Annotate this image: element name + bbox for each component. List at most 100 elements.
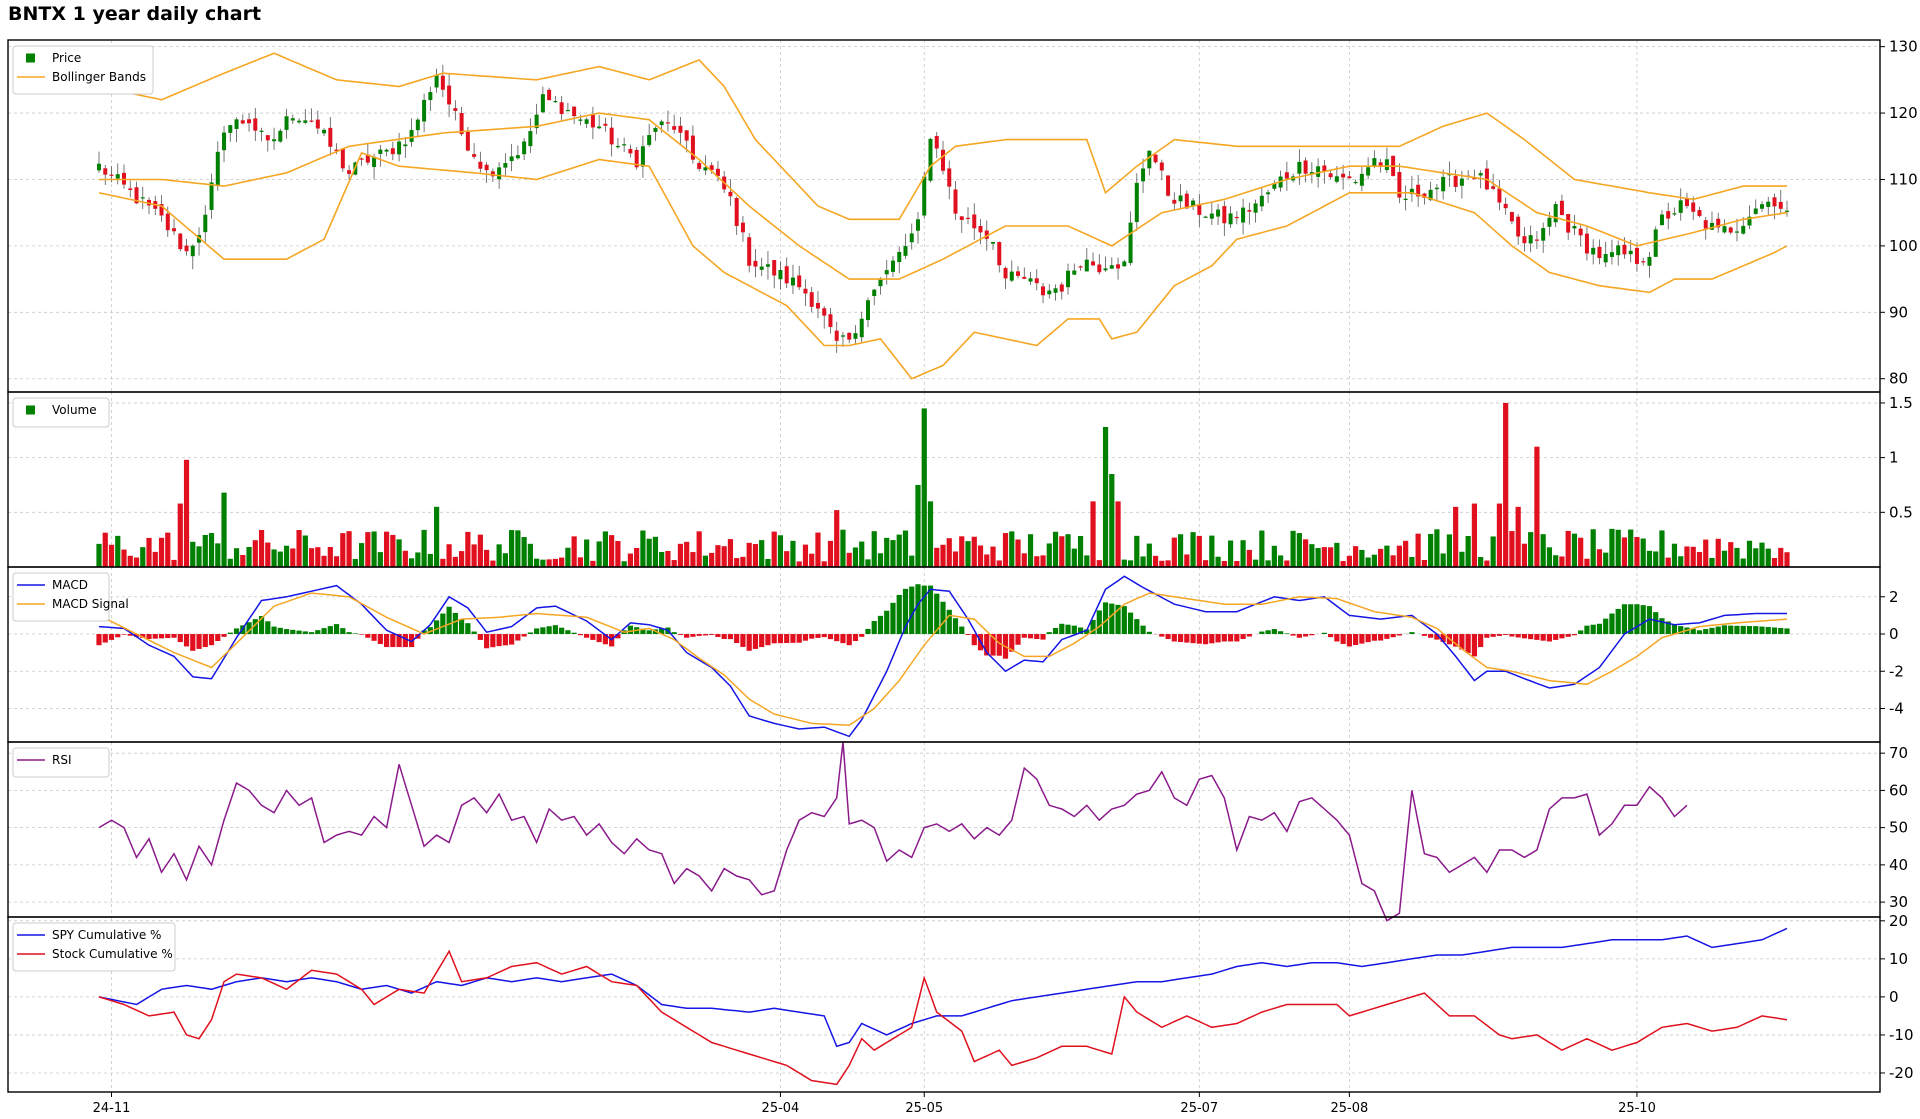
macd-hist-bar [140,634,146,638]
candle-body [472,154,477,157]
volume-bar [865,559,871,567]
candle-body [1672,213,1677,215]
volume-bar [896,534,902,567]
macd-hist-bar [190,634,196,651]
macd-hist-bar [1409,632,1415,635]
candle-body [1416,184,1421,197]
candle-body [728,191,733,197]
bollinger-upper-line [98,52,1787,221]
macd-hist-bar [1334,634,1340,642]
volume-bar [1303,539,1309,567]
candle-body [1509,212,1514,222]
bollinger-legend-label: Bollinger Bands [52,70,146,84]
volume-bar [1040,555,1046,567]
candle-body [1778,201,1783,209]
candle-body [347,170,352,174]
candle-body [178,233,183,250]
volume-bar [740,556,746,567]
volume-bar [759,540,765,567]
candle-body [672,126,677,130]
candle-body [1547,217,1552,227]
volume-bar [1503,402,1509,567]
candle-body [228,125,233,133]
volume-bar [515,530,521,567]
volume-bar [1127,560,1134,567]
candle-body [1303,160,1308,174]
macd-hist-bar [1471,634,1478,657]
price-legend-box [12,45,154,95]
candle-body [578,119,583,121]
candle-body [259,130,264,132]
macd-hist-bar [1102,602,1109,635]
candle-body [1166,175,1171,196]
macd-hist-bar [158,634,165,639]
macd-hist-bar [852,634,859,642]
macd-hist-bar [1740,625,1746,635]
candle-body [522,141,527,155]
macd-hist-bar [1590,624,1596,635]
volume-bar [127,555,133,567]
volume-bar [1396,545,1402,567]
volume-bar [952,551,959,567]
volume-bar [671,560,677,567]
macd-hist-bar [1771,627,1778,635]
candle-body [822,308,827,316]
macd-hist-bar [1540,634,1546,641]
macd-hist-bar [1353,634,1359,646]
volume-bar [1009,531,1015,567]
macd-hist-bar [1696,630,1703,635]
macd-hist-bar [1077,627,1084,635]
candle-body [309,120,314,122]
candle-body [1134,182,1139,222]
volume-bar [702,555,709,567]
macd-hist-bar [690,634,696,637]
volume-bar [1046,543,1052,567]
volume-bar [1002,533,1009,567]
volume-bar [1359,549,1365,567]
volume-bar [1690,546,1696,567]
candle-body [734,198,739,226]
volume-bar [871,531,877,567]
volume-bar [1096,560,1102,567]
candle-body [1309,172,1314,175]
volume-bar [734,558,740,567]
macd-hist-bar [321,628,327,635]
volume-bar [1671,543,1678,567]
volume-bar [884,537,890,567]
candle-body [278,130,283,142]
candle-body [459,113,464,135]
volume-bar [290,548,296,567]
volume-bar [1140,556,1146,567]
volume-bar [408,558,415,567]
candle-body [1141,168,1146,182]
candle-body [1059,284,1064,292]
candle-body [1234,216,1239,219]
candle-body [559,102,564,115]
candle-body [1316,166,1321,177]
volume-bar [233,548,240,567]
macd-hist-bar [1227,634,1234,642]
macd-hist-bar [1202,634,1209,645]
candle-body [634,149,639,168]
volume-bar [1353,546,1359,567]
candle-body [1259,195,1264,207]
macd-hist-bar [1478,634,1484,648]
rsi-frame [7,741,1881,918]
macd-hist-bar [1459,634,1465,650]
volume-bar [277,551,283,567]
macd-hist-bar [602,634,608,645]
price-legend-label: Price [52,51,81,65]
candle-body [1684,198,1689,207]
volume-bar [1628,529,1634,567]
macd-hist-bar [815,634,821,638]
volume-bar [171,559,177,567]
price-frame [7,39,1881,393]
candle-body [1178,195,1183,202]
volume-bar [490,560,496,567]
candle-body [609,127,614,145]
candle-body [1334,176,1339,182]
volume-bar [1778,547,1784,567]
macd-hist-bar [1171,634,1177,642]
macd-hist-bar [1221,634,1227,642]
candle-body [597,126,602,129]
